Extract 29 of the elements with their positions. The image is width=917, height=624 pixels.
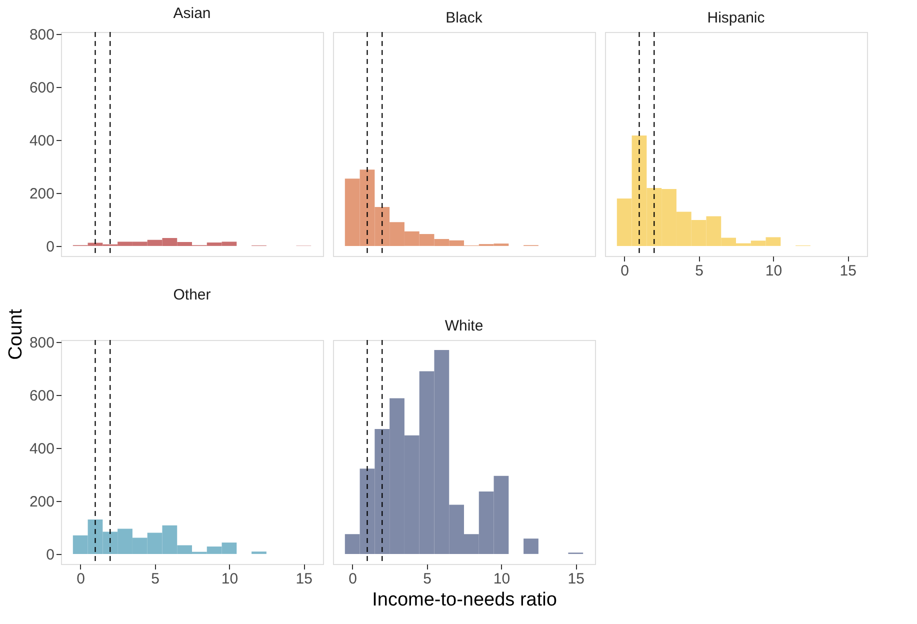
y-tick-label: 200 [29,185,54,202]
y-tick-label: 200 [29,493,54,510]
x-tick-label: 5 [151,570,160,588]
y-tick-label: 400 [29,440,54,458]
x-tick-label: 10 [221,570,238,588]
x-tick-label: 15 [568,570,584,588]
x-tick-label: 10 [493,570,510,588]
y-tick-label: 0 [46,238,54,256]
y-tick-label: 600 [29,80,54,97]
x-axis-title: Income-to-needs ratio [372,590,557,610]
y-axis-title: Count [5,308,26,360]
x-tick-label: 5 [695,262,704,280]
x-tick-label: 5 [423,570,432,588]
x-tick-label: 0 [620,262,630,280]
x-tick-label: 0 [76,570,86,588]
x-tick-label: 15 [296,570,312,588]
x-tick-label: 0 [348,570,358,588]
chart-title: Black [446,9,483,26]
y-tick-label: 0 [46,546,54,564]
chart-title: White [444,317,484,334]
y-tick-label: 800 [29,334,54,352]
x-tick-label: 10 [765,262,782,280]
y-tick-label: 600 [29,388,54,405]
chart-title: Asian [173,5,211,22]
chart-title: Other [173,286,211,304]
x-tick-label: 15 [840,262,856,280]
chart-title: Hispanic [707,9,766,26]
y-tick-label: 800 [29,26,54,44]
y-tick-label: 400 [29,132,54,150]
